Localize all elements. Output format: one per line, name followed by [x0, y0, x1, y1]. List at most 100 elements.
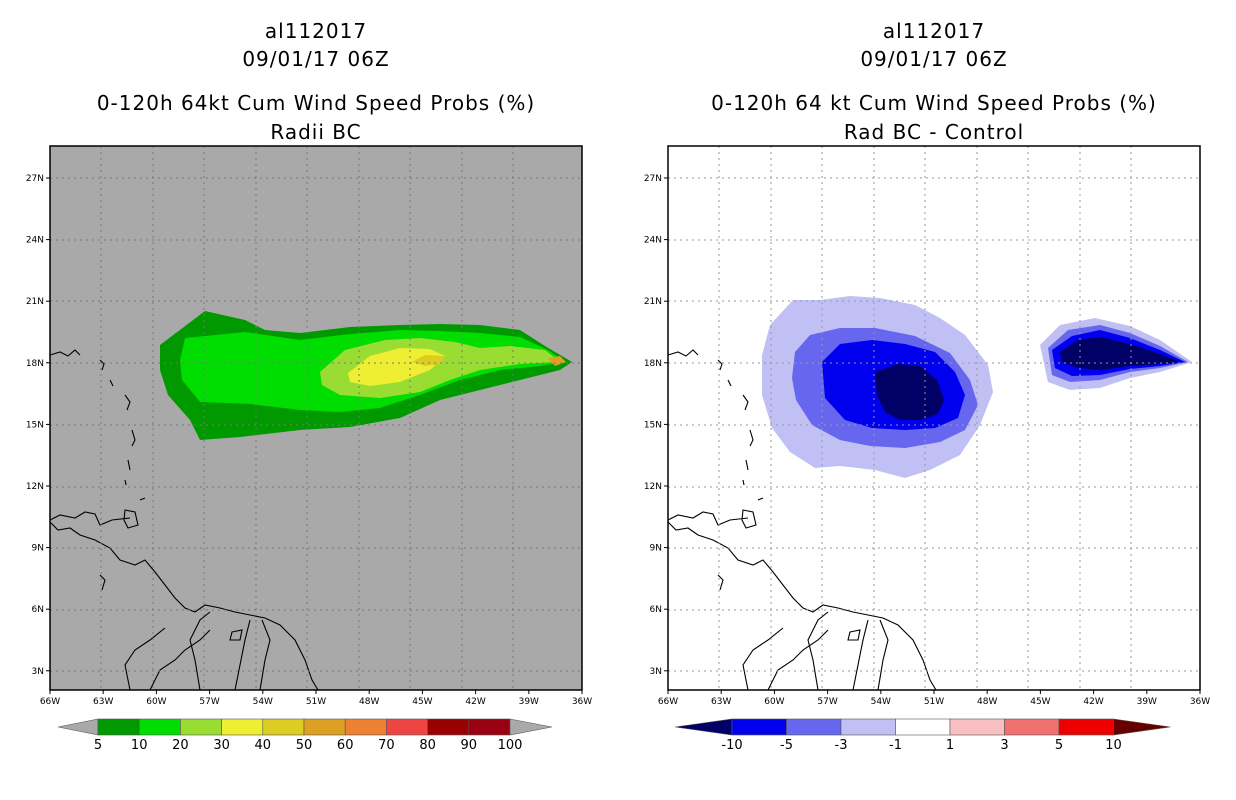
- left-colorbar: 5 10 20 30 40 50 60 70 80 90 100: [57, 718, 553, 753]
- y-tick-label: 18N: [644, 359, 662, 369]
- right-datetime: 09/01/17 06Z: [860, 47, 1008, 71]
- left-y-axis: 27N 24N 21N 18N 15N 12N 9N 6N 3N: [26, 174, 50, 677]
- colorbar-label: 90: [461, 738, 478, 753]
- right-colorbar: -10 -5 -3 -1 1 3 5 10: [674, 718, 1171, 753]
- colorbar-label: 30: [213, 738, 230, 753]
- y-tick-label: 21N: [644, 297, 662, 307]
- colorbar-label: 60: [337, 738, 354, 753]
- colorbar-label: 10: [1105, 738, 1122, 753]
- right-subtitle: Rad BC - Control: [843, 120, 1025, 144]
- y-tick-label: 27N: [644, 174, 662, 184]
- colorbar-label: 100: [498, 738, 523, 753]
- x-tick-label: 66W: [40, 697, 60, 707]
- x-tick-label: 39W: [1137, 697, 1157, 707]
- x-tick-label: 57W: [199, 697, 219, 707]
- contour-40: [412, 355, 445, 366]
- colorbar-swatch: [344, 718, 387, 736]
- contour-minus-10: [875, 364, 944, 420]
- colorbar-swatch: [221, 718, 264, 736]
- left-storm-id: al112017: [264, 19, 368, 43]
- left-map: 66W 63W 60W 57W 54W 51W 48W 45W 42W 39W 36W 27N 24N…: [26, 145, 592, 753]
- left-subtitle: Radii BC: [270, 120, 362, 144]
- colorbar-swatch: [180, 718, 222, 736]
- x-tick-label: 60W: [146, 697, 166, 707]
- colorbar-label: 40: [255, 738, 272, 753]
- right-title: 0-120h 64 kt Cum Wind Speed Probs (%): [711, 91, 1157, 115]
- colorbar-swatch: [138, 718, 181, 736]
- colorbar-label: -1: [889, 738, 902, 753]
- colorbar-swatch: [262, 718, 305, 736]
- right-coastline: [667, 349, 937, 691]
- x-tick-label: 45W: [1030, 697, 1050, 707]
- colorbar-high-arrow: [1113, 718, 1171, 736]
- contour-east-minus-10: [1060, 337, 1180, 370]
- colorbar-swatch: [1004, 718, 1060, 736]
- x-tick-label: 36W: [572, 697, 592, 707]
- right-x-axis: 66W 63W 60W 57W 54W 51W 48W 45W 42W 39W 36W: [658, 690, 1210, 707]
- right-storm-id: al112017: [882, 19, 986, 43]
- colorbar-swatch: [427, 718, 470, 736]
- y-tick-label: 9N: [650, 544, 662, 554]
- y-tick-label: 12N: [26, 482, 44, 492]
- colorbar-low-arrow: [57, 718, 99, 736]
- x-tick-label: 42W: [1083, 697, 1103, 707]
- y-tick-label: 3N: [650, 667, 662, 677]
- y-tick-label: 15N: [644, 420, 662, 430]
- left-x-axis: 66W 63W 60W 57W 54W 51W 48W 45W 42W 39W 36W: [40, 690, 592, 707]
- x-tick-label: 54W: [253, 697, 273, 707]
- colorbar-high-arrow: [509, 718, 553, 736]
- colorbar-label: -10: [721, 738, 742, 753]
- y-tick-label: 3N: [32, 667, 44, 677]
- x-tick-label: 51W: [306, 697, 326, 707]
- colorbar-label: 10: [131, 738, 148, 753]
- right-difference-contours: [762, 296, 1192, 478]
- x-tick-label: 63W: [93, 697, 113, 707]
- x-tick-label: 57W: [817, 697, 837, 707]
- x-tick-label: 51W: [924, 697, 944, 707]
- colorbar-swatch: [949, 718, 1005, 736]
- left-gridlines: [50, 146, 582, 690]
- colorbar-label: 50: [296, 738, 313, 753]
- colorbar-swatch: [895, 718, 951, 736]
- right-map: 66W 63W 60W 57W 54W 51W 48W 45W 42W 39W 36W 27N 24N…: [644, 145, 1210, 753]
- colorbar-swatch: [386, 718, 428, 736]
- left-probability-contours: [160, 311, 572, 440]
- y-tick-label: 6N: [32, 605, 44, 615]
- left-datetime: 09/01/17 06Z: [242, 47, 390, 71]
- colorbar-swatch: [840, 718, 896, 736]
- y-tick-label: 27N: [26, 174, 44, 184]
- y-tick-label: 15N: [26, 420, 44, 430]
- y-tick-label: 6N: [650, 605, 662, 615]
- colorbar-swatch: [468, 718, 511, 736]
- x-tick-label: 42W: [465, 697, 485, 707]
- x-tick-label: 45W: [412, 697, 432, 707]
- colorbar-label: 5: [1055, 738, 1063, 753]
- x-tick-label: 66W: [658, 697, 678, 707]
- colorbar-swatch: [731, 718, 787, 736]
- y-tick-label: 9N: [32, 544, 44, 554]
- colorbar-swatch: [1058, 718, 1114, 736]
- colorbar-swatch: [97, 718, 140, 736]
- x-tick-label: 39W: [519, 697, 539, 707]
- y-tick-label: 21N: [26, 297, 44, 307]
- colorbar-label: 3: [1000, 738, 1008, 753]
- right-y-axis: 27N 24N 21N 18N 15N 12N 9N 6N 3N: [644, 174, 668, 677]
- x-tick-label: 36W: [1190, 697, 1210, 707]
- x-tick-label: 48W: [977, 697, 997, 707]
- colorbar-swatch: [786, 718, 842, 736]
- x-tick-label: 54W: [871, 697, 891, 707]
- colorbar-label: 20: [172, 738, 189, 753]
- left-coastline: [49, 349, 319, 691]
- y-tick-label: 24N: [26, 236, 44, 246]
- colorbar-label: -3: [835, 738, 848, 753]
- left-title: 0-120h 64kt Cum Wind Speed Probs (%): [96, 91, 536, 115]
- y-tick-label: 12N: [644, 482, 662, 492]
- colorbar-swatch: [303, 718, 346, 736]
- y-tick-label: 18N: [26, 359, 44, 369]
- x-tick-label: 48W: [359, 697, 379, 707]
- colorbar-label: 1: [946, 738, 954, 753]
- y-tick-label: 24N: [644, 236, 662, 246]
- right-gridlines: [668, 146, 1200, 690]
- colorbar-label: 5: [94, 738, 102, 753]
- colorbar-label: 70: [378, 738, 395, 753]
